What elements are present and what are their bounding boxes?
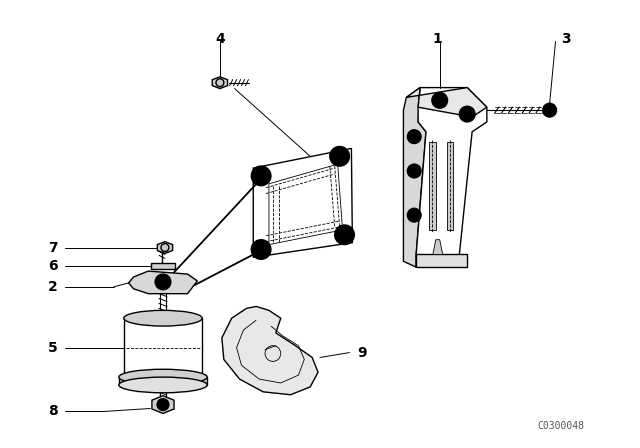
Polygon shape <box>157 241 173 254</box>
Circle shape <box>411 168 418 174</box>
Text: 8: 8 <box>48 405 58 418</box>
Text: 3: 3 <box>561 31 571 46</box>
Circle shape <box>407 208 421 222</box>
Circle shape <box>407 164 421 178</box>
Circle shape <box>335 225 355 245</box>
Circle shape <box>411 133 418 140</box>
Polygon shape <box>212 77 228 89</box>
Text: 1: 1 <box>433 31 443 46</box>
Circle shape <box>340 230 349 240</box>
Polygon shape <box>429 142 436 230</box>
Circle shape <box>411 212 418 219</box>
Circle shape <box>252 166 271 186</box>
Circle shape <box>432 92 447 108</box>
Circle shape <box>407 130 421 143</box>
Polygon shape <box>222 306 318 395</box>
Polygon shape <box>269 164 342 245</box>
Polygon shape <box>152 396 174 414</box>
Ellipse shape <box>124 310 202 326</box>
Text: 2: 2 <box>48 280 58 294</box>
Circle shape <box>463 110 471 118</box>
Text: 9: 9 <box>357 345 367 360</box>
Circle shape <box>335 151 344 161</box>
Circle shape <box>436 96 444 104</box>
Polygon shape <box>403 88 426 267</box>
Bar <box>124 318 202 377</box>
Polygon shape <box>151 263 175 269</box>
Polygon shape <box>406 88 487 117</box>
Circle shape <box>155 274 171 290</box>
Circle shape <box>330 146 349 166</box>
Circle shape <box>157 399 169 410</box>
Text: 5: 5 <box>48 340 58 355</box>
Circle shape <box>252 240 271 259</box>
Circle shape <box>543 103 557 117</box>
Text: 6: 6 <box>48 259 58 273</box>
Circle shape <box>256 171 266 181</box>
Text: C0300048: C0300048 <box>537 421 584 431</box>
Circle shape <box>256 245 266 254</box>
Ellipse shape <box>119 369 207 385</box>
Polygon shape <box>447 142 454 230</box>
Text: 4: 4 <box>215 31 225 46</box>
Text: 7: 7 <box>48 241 58 254</box>
Polygon shape <box>416 254 467 267</box>
Bar <box>119 377 207 385</box>
Circle shape <box>460 106 475 122</box>
Ellipse shape <box>119 377 207 393</box>
Polygon shape <box>129 271 197 294</box>
Polygon shape <box>416 88 487 267</box>
Polygon shape <box>433 240 443 254</box>
Polygon shape <box>253 148 353 257</box>
